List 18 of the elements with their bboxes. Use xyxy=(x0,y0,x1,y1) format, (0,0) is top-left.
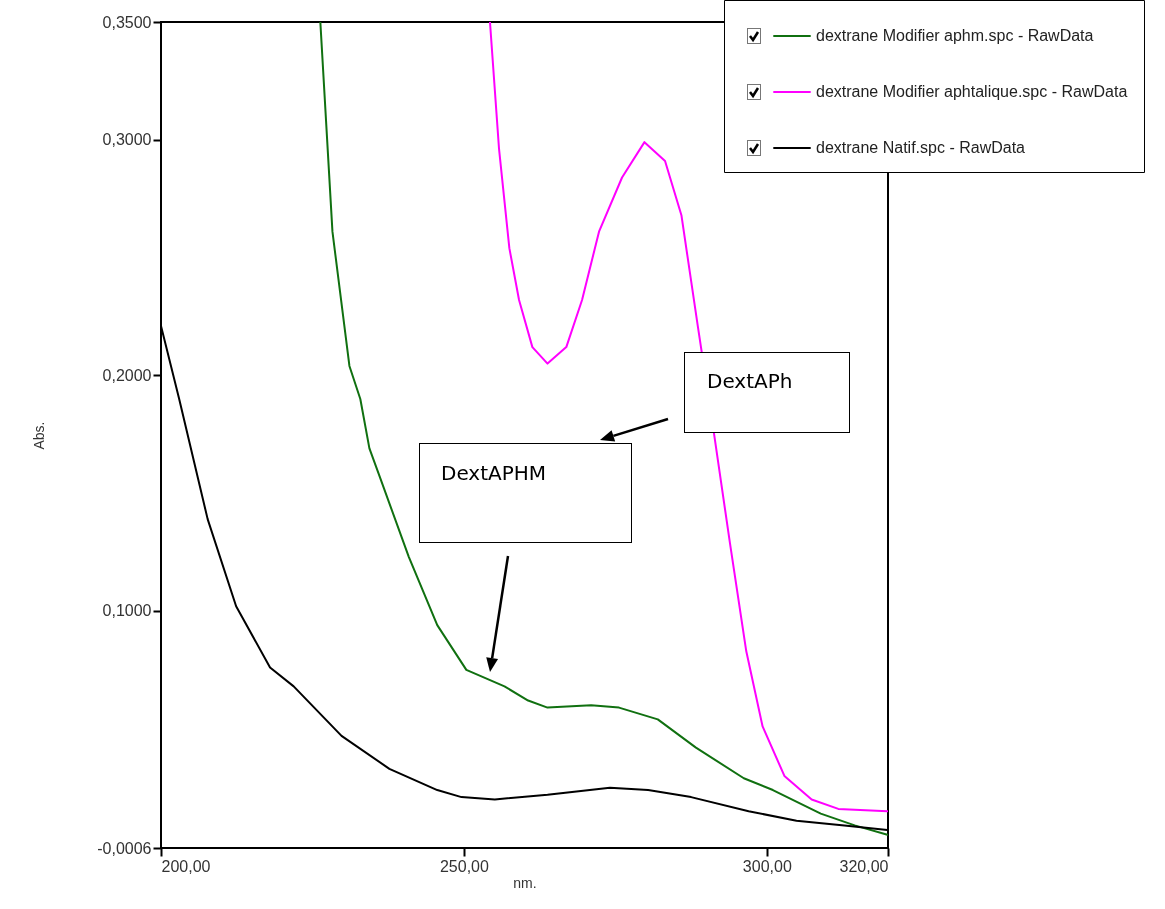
x-axis-title: nm. xyxy=(513,874,537,891)
annotation: DextAPh xyxy=(707,369,793,393)
x-tick-label: 320,00 xyxy=(839,857,889,875)
y-axis-title: Abs. xyxy=(31,421,48,450)
annotation: DextAPHM xyxy=(441,461,547,485)
x-tick-label: 250,00 xyxy=(439,857,489,875)
y-tick-label: 0,3000 xyxy=(102,131,152,149)
callout-box: DextAPHM xyxy=(419,443,632,543)
x-tick-label: 300,00 xyxy=(742,857,792,875)
y-tick-label: 0,2000 xyxy=(102,366,152,384)
legend-label: dextrane Modifier aphm.spc - RawData xyxy=(816,27,1094,44)
callout-box: DextAPh xyxy=(684,352,850,433)
legend-label: dextrane Natif.spc - RawData xyxy=(816,139,1026,156)
x-tick-label: 200,00 xyxy=(161,857,211,875)
y-tick-label: -0,0006 xyxy=(97,839,152,857)
legend-label: dextrane Modifier aphtalique.spc - RawData xyxy=(816,83,1128,100)
y-tick-label: 0,1000 xyxy=(102,602,152,620)
y-tick-label: 0,3500 xyxy=(102,13,152,31)
